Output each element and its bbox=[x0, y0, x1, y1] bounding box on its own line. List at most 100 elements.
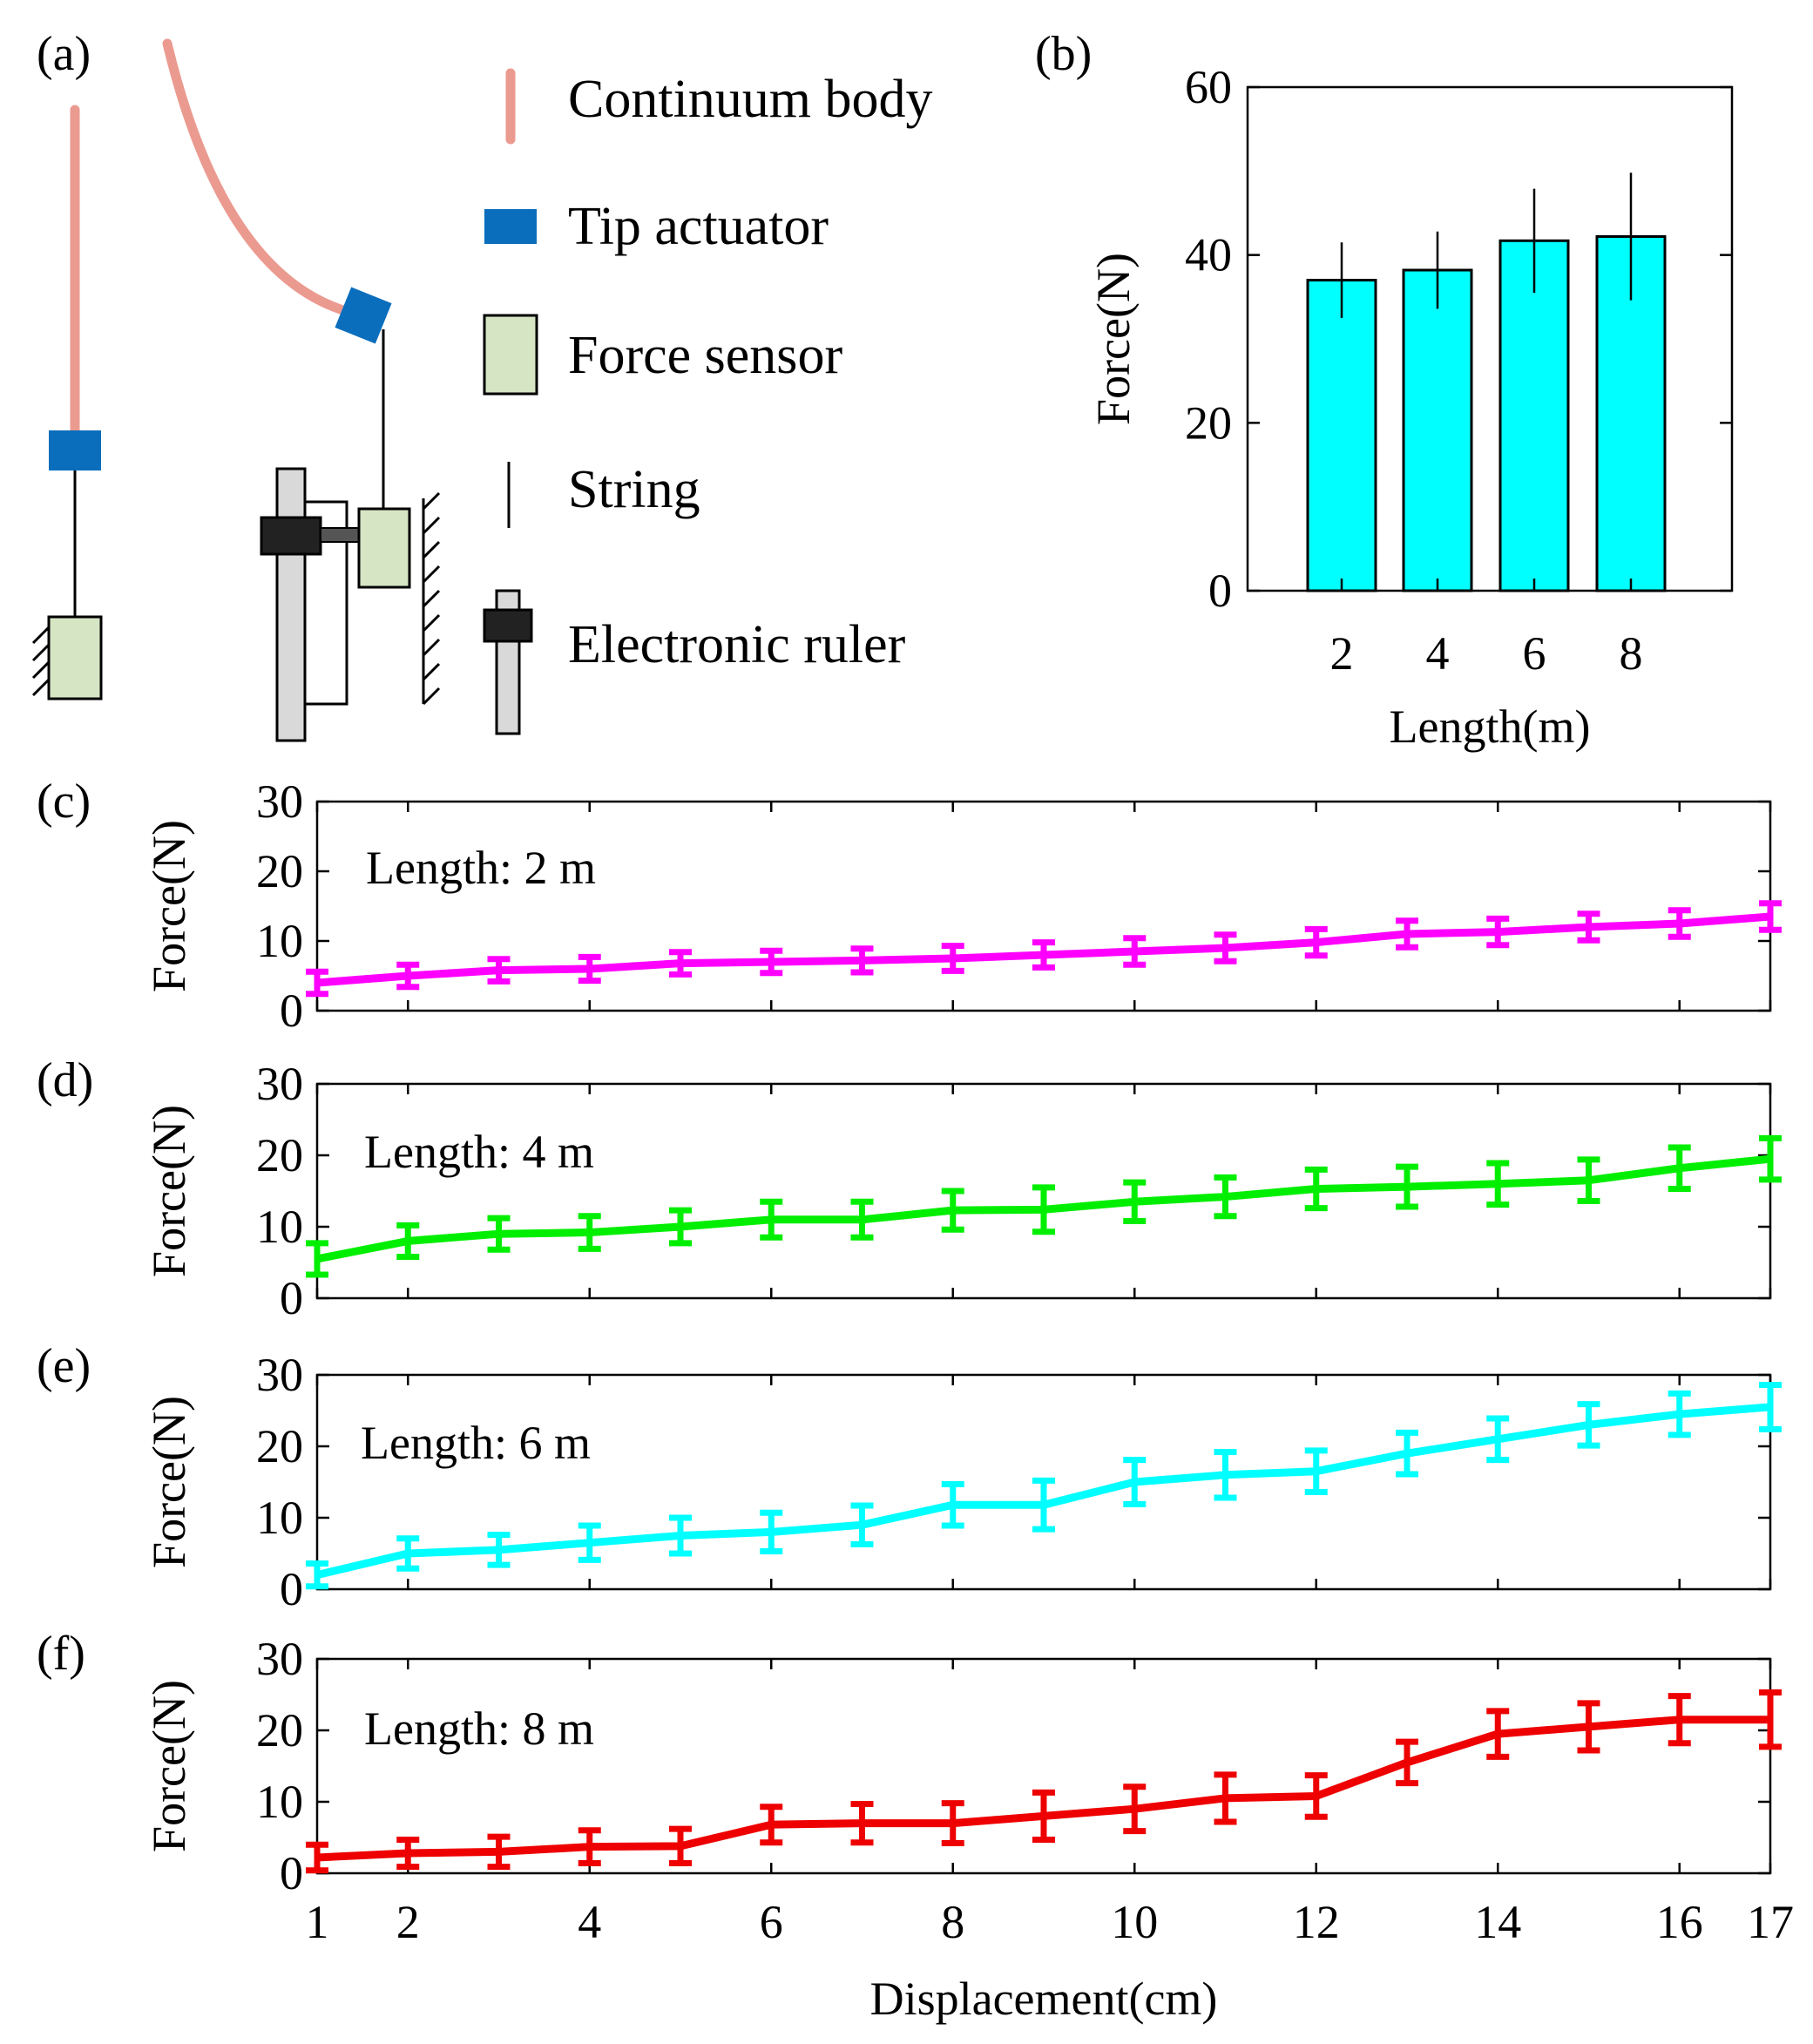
bar-x-tick-label: 2 bbox=[1330, 627, 1354, 680]
error-bar bbox=[941, 1480, 964, 1529]
error-bar bbox=[1486, 1415, 1510, 1464]
bar-y-tick-label: 60 bbox=[1185, 61, 1232, 113]
error-bar bbox=[578, 1827, 601, 1867]
x-tick-label: 2 bbox=[396, 1896, 420, 1948]
error-bar bbox=[669, 1825, 692, 1867]
panel-label-a: (a) bbox=[37, 27, 91, 81]
error-bar bbox=[941, 943, 964, 974]
error-bar bbox=[1759, 1381, 1782, 1432]
x-tick-label: 6 bbox=[760, 1896, 783, 1948]
error-bar bbox=[1577, 1156, 1600, 1204]
x-tick-label: 17 bbox=[1747, 1896, 1794, 1948]
x-tick-label: 10 bbox=[1111, 1896, 1158, 1948]
panel-a-schematic: (a) bbox=[31, 27, 933, 742]
line-chart-f-ylabel: Force(N) bbox=[143, 1680, 195, 1852]
error-bar bbox=[941, 1800, 964, 1847]
error-bar bbox=[1032, 1789, 1055, 1843]
line-chart-f-annotation: Length: 8 m bbox=[364, 1702, 594, 1755]
error-bar bbox=[578, 1213, 601, 1252]
error-bar bbox=[760, 1509, 783, 1555]
error-bar bbox=[1304, 925, 1328, 959]
force-sensor-left bbox=[47, 615, 103, 701]
line-chart-d-annotation: Length: 4 m bbox=[364, 1126, 594, 1178]
y-tick-label: 30 bbox=[256, 775, 303, 828]
line-chart-e-annotation: Length: 6 m bbox=[361, 1417, 591, 1469]
error-bar bbox=[760, 1198, 783, 1241]
x-tick-label: 16 bbox=[1656, 1896, 1703, 1948]
error-bar bbox=[396, 961, 420, 991]
error-bar bbox=[1668, 1390, 1691, 1438]
y-tick-label: 10 bbox=[256, 1201, 303, 1253]
line-chart-f-frame bbox=[315, 1657, 1772, 1875]
panel-d-line-chart: (d) 0 10 20 30 Length: 4 m Force(N) bbox=[37, 1053, 1782, 1324]
error-bar bbox=[396, 1535, 420, 1572]
bar-y-tick-label: 20 bbox=[1185, 396, 1232, 449]
error-bar bbox=[941, 1188, 964, 1233]
error-bar bbox=[487, 1833, 511, 1871]
legend-electronic-ruler: Electronic ruler bbox=[568, 615, 906, 674]
error-bar bbox=[1577, 910, 1600, 944]
error-bar bbox=[1486, 915, 1510, 949]
bar-chart-xlabel: Length(m) bbox=[1390, 701, 1591, 753]
error-bar bbox=[1396, 1163, 1418, 1210]
panel-c-line-chart: (c) 0 10 20 30 Length: 2 m Force(N) bbox=[37, 775, 1782, 1037]
error-bar bbox=[1668, 907, 1691, 940]
x-tick-label: 8 bbox=[941, 1896, 964, 1948]
tip-actuator-right bbox=[335, 287, 392, 344]
panel-label-c: (c) bbox=[37, 775, 91, 829]
fixed-wall-left bbox=[31, 620, 51, 697]
error-bar bbox=[306, 1560, 328, 1590]
schematic-legend: Continuum body Tip actuator Force sensor… bbox=[483, 68, 933, 735]
y-tick-label: 0 bbox=[280, 1272, 303, 1324]
error-bar bbox=[1032, 1477, 1055, 1533]
line-chart-e-ylabel: Force(N) bbox=[143, 1396, 195, 1568]
bar bbox=[1306, 279, 1377, 592]
error-bar bbox=[669, 1514, 692, 1557]
panel-label-b: (b) bbox=[1035, 27, 1092, 81]
error-bar bbox=[850, 945, 874, 976]
error-bar bbox=[1396, 917, 1418, 951]
y-tick-label: 0 bbox=[280, 985, 303, 1037]
panel-label-f: (f) bbox=[37, 1627, 85, 1681]
bar-x-tick-label: 6 bbox=[1523, 627, 1546, 680]
tip-actuator-left bbox=[49, 430, 101, 470]
y-tick-label: 30 bbox=[256, 1058, 303, 1110]
error-bar bbox=[1396, 1738, 1418, 1787]
electronic-ruler-rail bbox=[275, 467, 307, 742]
error-bar bbox=[1032, 939, 1055, 971]
panel-label-d: (d) bbox=[37, 1053, 93, 1107]
error-bar bbox=[396, 1222, 420, 1260]
error-bar bbox=[669, 949, 692, 978]
bar-chart-y-ticks: 0 20 40 60 bbox=[1185, 61, 1732, 617]
error-bar bbox=[850, 1502, 874, 1547]
legend-continuum-body: Continuum body bbox=[568, 70, 933, 129]
y-tick-label: 20 bbox=[256, 1704, 303, 1756]
bar-y-tick-label: 0 bbox=[1208, 565, 1232, 617]
error-bar bbox=[1759, 900, 1782, 933]
error-bar bbox=[1304, 1772, 1328, 1820]
continuum-body-bent bbox=[162, 38, 354, 317]
panel-e-line-chart: (e) 0 10 20 30 Length: 6 m Force(N) bbox=[37, 1339, 1782, 1615]
legend-string: String bbox=[568, 460, 700, 519]
error-bar bbox=[760, 1804, 783, 1846]
error-bar bbox=[396, 1836, 420, 1871]
line-chart-e-plot: 0 10 20 30 bbox=[256, 1349, 1782, 1615]
error-bar bbox=[1304, 1166, 1328, 1212]
line-chart-d-ylabel: Force(N) bbox=[143, 1105, 195, 1277]
y-tick-label: 20 bbox=[256, 1420, 303, 1472]
legend-force-sensor: Force sensor bbox=[568, 326, 842, 385]
error-bar bbox=[1486, 1708, 1510, 1760]
line-chart-f-x-ticks: 1 2 4 6 8 10 12 14 16 17 bbox=[306, 1896, 1795, 1948]
bar-x-tick-label: 4 bbox=[1426, 627, 1450, 680]
error-bar bbox=[850, 1198, 874, 1241]
y-tick-label: 20 bbox=[256, 1129, 303, 1181]
error-bar bbox=[578, 953, 601, 985]
bar-x-tick-label: 8 bbox=[1620, 627, 1643, 680]
error-bar bbox=[1304, 1447, 1328, 1495]
error-bar bbox=[1396, 1429, 1418, 1478]
x-tick-label: 1 bbox=[306, 1896, 329, 1948]
y-tick-label: 0 bbox=[280, 1847, 303, 1899]
error-bar bbox=[1759, 1689, 1782, 1750]
panel-b-bar-chart: (b) 0 20 40 60 2 4 6 8 Length(m) Force(N) bbox=[1035, 27, 1734, 753]
